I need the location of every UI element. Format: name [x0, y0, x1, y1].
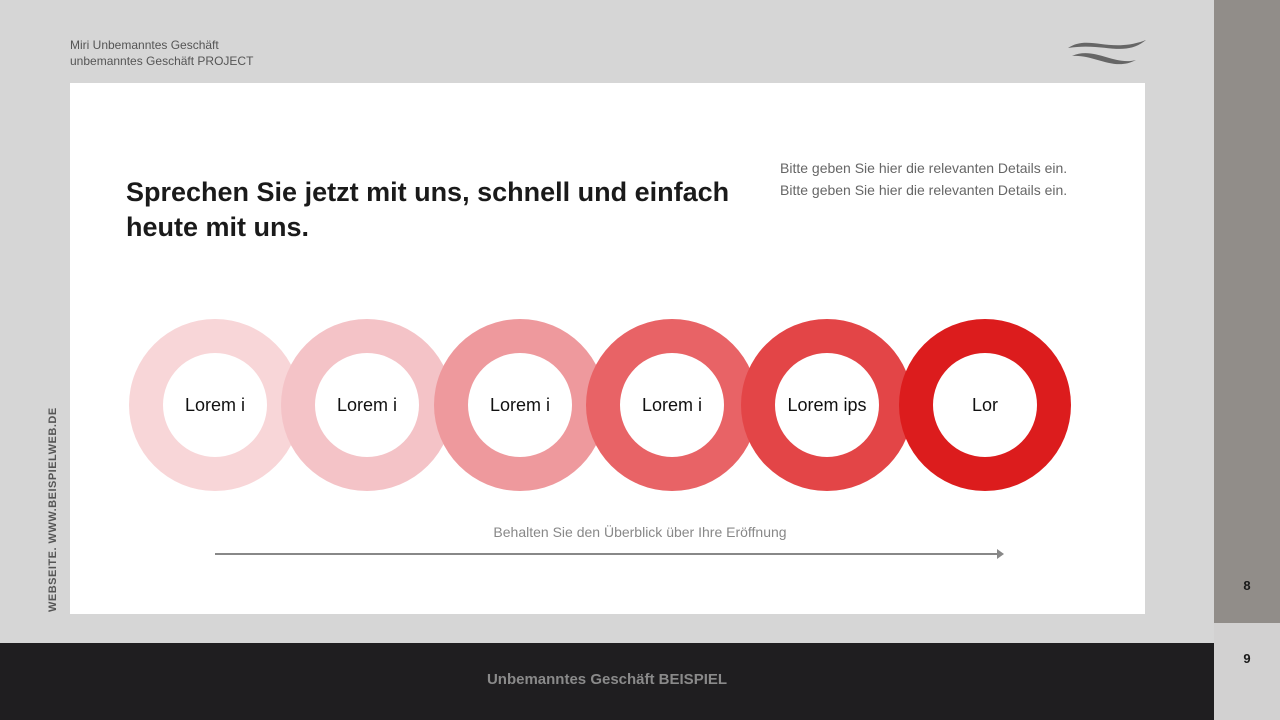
header-line-1: Miri Unbemanntes Geschäft — [70, 38, 219, 52]
slide-title: Sprechen Sie jetzt mit uns, schnell und … — [126, 177, 730, 242]
timeline-caption: Behalten Sie den Überblick über Ihre Erö… — [493, 524, 787, 540]
step-ring: Lorem i — [586, 319, 758, 491]
step-ring: Lorem i — [281, 319, 453, 491]
footer: Unbemanntes Geschäft BEISPIEL — [0, 643, 1214, 720]
step-ring: Lorem ips — [741, 319, 913, 491]
page-tab-next[interactable]: 9 — [1214, 623, 1280, 720]
details-line-2: Bitte geben Sie hier die relevanten Deta… — [780, 182, 1068, 198]
step-ring: Lorem i — [434, 319, 606, 491]
page-number-next: 9 — [1243, 651, 1251, 666]
step-label: Lorem ips — [775, 353, 879, 457]
step-ring: Lorem i — [129, 319, 301, 491]
step-label: Lor — [933, 353, 1037, 457]
header: Miri Unbemanntes Geschäft unbemanntes Ge… — [70, 37, 253, 69]
page-number-current: 8 — [1243, 578, 1251, 593]
step-ring: Lor — [899, 319, 1071, 491]
step-label: Lorem i — [468, 353, 572, 457]
header-line-2: unbemanntes Geschäft PROJECT — [70, 54, 254, 68]
step-label: Lorem i — [163, 353, 267, 457]
timeline-arrow — [215, 549, 1004, 559]
wave-logo-icon — [1068, 40, 1146, 65]
step-label: Lorem i — [315, 353, 419, 457]
slide-card: Sprechen Sie jetzt mit uns, schnell und … — [70, 83, 1145, 614]
page-tab-current[interactable]: 8 — [1214, 0, 1280, 623]
details-text: Bitte geben Sie hier die relevanten Deta… — [780, 157, 1067, 201]
details-line-1: Bitte geben Sie hier die relevanten Deta… — [780, 160, 1068, 176]
website-vertical-text: WEBSEITE. WWW.BEISPIELWEB.DE — [47, 407, 59, 612]
step-label: Lorem i — [620, 353, 724, 457]
